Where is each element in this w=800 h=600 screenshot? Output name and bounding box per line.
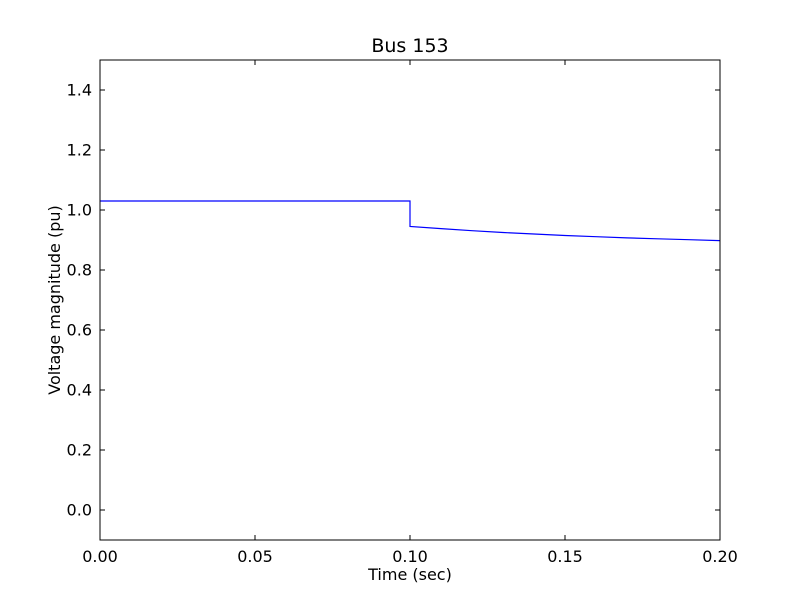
- y-tick-label: 0.4: [67, 381, 92, 400]
- x-tick-label: 0.00: [82, 547, 118, 566]
- y-tick-label: 1.0: [67, 201, 92, 220]
- x-tick-label: 0.15: [547, 547, 583, 566]
- series-line-0: [100, 200, 721, 242]
- x-tick-label: 0.05: [237, 547, 273, 566]
- y-tick-label: 0.0: [67, 501, 92, 520]
- chart-title: Bus 153: [371, 35, 448, 57]
- x-tick-label: 0.20: [702, 547, 738, 566]
- x-tick-label: 0.10: [392, 547, 428, 566]
- y-tick-label: 0.8: [67, 261, 92, 280]
- x-axis-label: Time (sec): [367, 565, 452, 584]
- y-tick-label: 1.2: [67, 141, 92, 160]
- y-tick-label: 1.4: [67, 81, 92, 100]
- y-tick-label: 0.2: [67, 441, 92, 460]
- y-axis-label: Voltage magnitude (pu): [45, 205, 64, 395]
- y-tick-label: 0.6: [67, 321, 92, 340]
- plot-area: 0.00 0.05 0.10 0.15 0.20 0.0 0.2 0.4 0.6 0.8 1.0 1.…: [67, 59, 738, 566]
